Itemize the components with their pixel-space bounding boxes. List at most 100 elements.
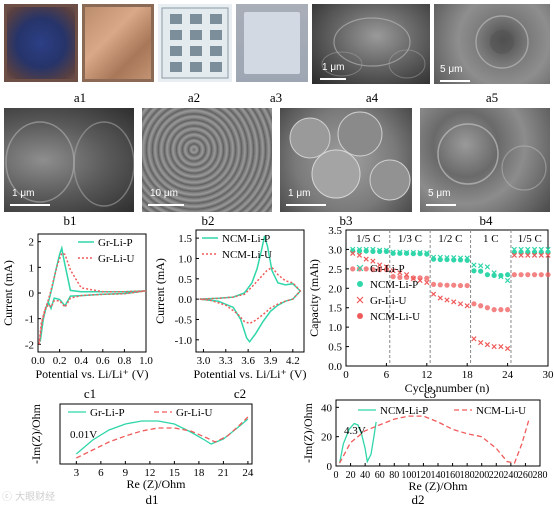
c1-ylabel: Current (mA) bbox=[1, 260, 15, 326]
sem-texture bbox=[5, 121, 134, 207]
c3-point-Gr-Li-U bbox=[397, 270, 403, 276]
c2-ytick-label: -0.5 bbox=[175, 314, 193, 326]
c3-point-Gr-Li-U bbox=[457, 301, 464, 307]
caption-a3: a3 bbox=[269, 90, 283, 105]
c1-legend-label: Gr-Li-U bbox=[98, 253, 134, 265]
c2-ytick-label: 1.5 bbox=[178, 233, 192, 245]
c3-point-NCM-Li-P bbox=[383, 248, 389, 254]
d1-legend-label: Gr-Li-P bbox=[90, 407, 125, 419]
c3-ytick-label: 1.5 bbox=[328, 303, 342, 315]
sem-b4: 5 μm bbox=[420, 108, 550, 212]
c3-point-NCM-Li-U bbox=[417, 275, 423, 281]
c3-point-NCM-Li-P bbox=[538, 249, 544, 256]
d2-xtick-label: 0 bbox=[334, 470, 339, 481]
c3-point-NCM-Li-P bbox=[471, 268, 477, 274]
c3-point-NCM-Li-P bbox=[397, 250, 403, 256]
c3-point-NCM-Li-P bbox=[457, 257, 464, 263]
c3-chart bbox=[345, 229, 551, 367]
c3-legend-swatch bbox=[356, 296, 364, 304]
electrode-cell bbox=[190, 62, 202, 72]
c3-ylabel: Capacity (mAh) bbox=[307, 259, 321, 337]
c3-point-Gr-Li-P bbox=[484, 264, 491, 270]
d1-xtick-label: 12 bbox=[144, 467, 155, 479]
c3-xtick-label: 12 bbox=[421, 369, 432, 381]
c3-point-Gr-Li-U bbox=[511, 252, 517, 258]
scalebar-a5 bbox=[440, 80, 470, 82]
c3-point-NCM-Li-P bbox=[451, 257, 457, 263]
d2-ytick-label: 40 bbox=[321, 402, 333, 414]
c1-chart bbox=[37, 233, 147, 353]
c3-point-NCM-Li-P bbox=[390, 250, 396, 256]
caption-a2: a2 bbox=[187, 90, 201, 105]
d1-series-Gr-Li-P bbox=[75, 418, 249, 455]
c3-legend-swatch bbox=[357, 313, 363, 319]
d2-annotation: 4.3V bbox=[344, 425, 366, 437]
c3-point-Gr-Li-U bbox=[498, 343, 504, 350]
d2-xtick-label: 160 bbox=[445, 470, 460, 481]
c2-xtick-label: 3.9 bbox=[264, 355, 278, 367]
c3-point-NCM-Li-U bbox=[518, 272, 524, 278]
c3-point-NCM-Li-P bbox=[430, 256, 437, 262]
electrode-cell bbox=[170, 30, 182, 40]
scalebar-b3 bbox=[286, 204, 326, 206]
scalebar-label-a4: 1 μm bbox=[322, 62, 345, 73]
c3-legend-swatch bbox=[356, 264, 364, 272]
c3-point-Gr-Li-U bbox=[525, 252, 531, 258]
caption-b3: b3 bbox=[339, 213, 353, 228]
c2-xtick-label: 3.0 bbox=[197, 355, 211, 367]
d2-xtick-label: 180 bbox=[460, 470, 475, 481]
photo-a1 bbox=[4, 4, 78, 82]
c3-point-Gr-Li-P bbox=[504, 277, 511, 284]
c3-point-Gr-Li-U bbox=[478, 340, 484, 346]
c3-point-NCM-Li-U bbox=[498, 307, 504, 313]
c3-point-NCM-Li-P bbox=[531, 249, 538, 256]
c3-point-NCM-Li-U bbox=[525, 272, 531, 278]
c2-xtick-label: 3.3 bbox=[219, 355, 233, 367]
d1-series-Gr-Li-U bbox=[76, 416, 249, 459]
electrode-cell bbox=[210, 46, 222, 56]
d1-legend-label: Gr-Li-U bbox=[176, 407, 212, 419]
electrode-cell bbox=[190, 14, 202, 24]
scalebar-label-b3: 1 μm bbox=[288, 188, 311, 199]
caption-b4: b4 bbox=[479, 213, 493, 228]
d2-xtick-label: 120 bbox=[416, 470, 431, 481]
caption-c1: c1 bbox=[83, 386, 97, 401]
c3-point-NCM-Li-P bbox=[511, 249, 517, 256]
d2-xlabel: Re (Z)/Ohm bbox=[409, 479, 469, 493]
electrode-cell bbox=[210, 30, 222, 40]
sem-a5: 5 μm bbox=[434, 4, 550, 84]
c3-point-NCM-Li-P bbox=[444, 256, 450, 263]
c3-point-NCM-Li-U bbox=[410, 275, 416, 281]
c2-frame bbox=[195, 229, 305, 353]
c1-series-Gr-Li-U bbox=[38, 252, 147, 345]
c1-xlabel: Potential vs. Li/Li⁺ (V) bbox=[36, 367, 149, 381]
c3-rate-label: 1/5 C bbox=[518, 233, 542, 245]
c3-point-NCM-Li-P bbox=[464, 257, 470, 263]
c3-ytick-label: 3.5 bbox=[328, 225, 342, 237]
d2-xtick-label: 140 bbox=[431, 470, 446, 481]
c3-legend-label: NCM-Li-P bbox=[370, 279, 418, 291]
c3-point-NCM-Li-U bbox=[350, 266, 356, 272]
c2-xtick-label: 3.6 bbox=[241, 355, 255, 367]
caption-a1: a1 bbox=[73, 90, 87, 105]
c1-ytick-label: 1 bbox=[29, 262, 35, 274]
sem-texture bbox=[321, 17, 426, 79]
d2-series-NCM-Li-P bbox=[338, 421, 377, 464]
c3-point-NCM-Li-U bbox=[484, 305, 490, 311]
c3-point-NCM-Li-P bbox=[484, 272, 490, 278]
c1-xtick-label: 0.6 bbox=[96, 355, 110, 367]
c3-point-NCM-Li-P bbox=[478, 268, 484, 274]
c3-point-NCM-Li-U bbox=[531, 272, 538, 278]
c3-legend-swatch bbox=[357, 281, 363, 287]
c1-xtick-label: 0.2 bbox=[53, 355, 67, 367]
d1-xtick-label: 9 bbox=[123, 467, 129, 479]
c1-ytick-label: -1 bbox=[25, 314, 34, 326]
photo-a2 bbox=[158, 4, 232, 82]
d2-xtick-label: 240 bbox=[503, 470, 518, 481]
c3-point-NCM-Li-P bbox=[370, 248, 376, 254]
d2-xtick-label: 80 bbox=[389, 470, 399, 481]
c3-point-NCM-Li-P bbox=[498, 272, 504, 279]
c3-point-Gr-Li-U bbox=[471, 336, 477, 342]
c3-point-NCM-Li-U bbox=[363, 266, 369, 272]
d1-xtick-label: 24 bbox=[242, 467, 254, 479]
